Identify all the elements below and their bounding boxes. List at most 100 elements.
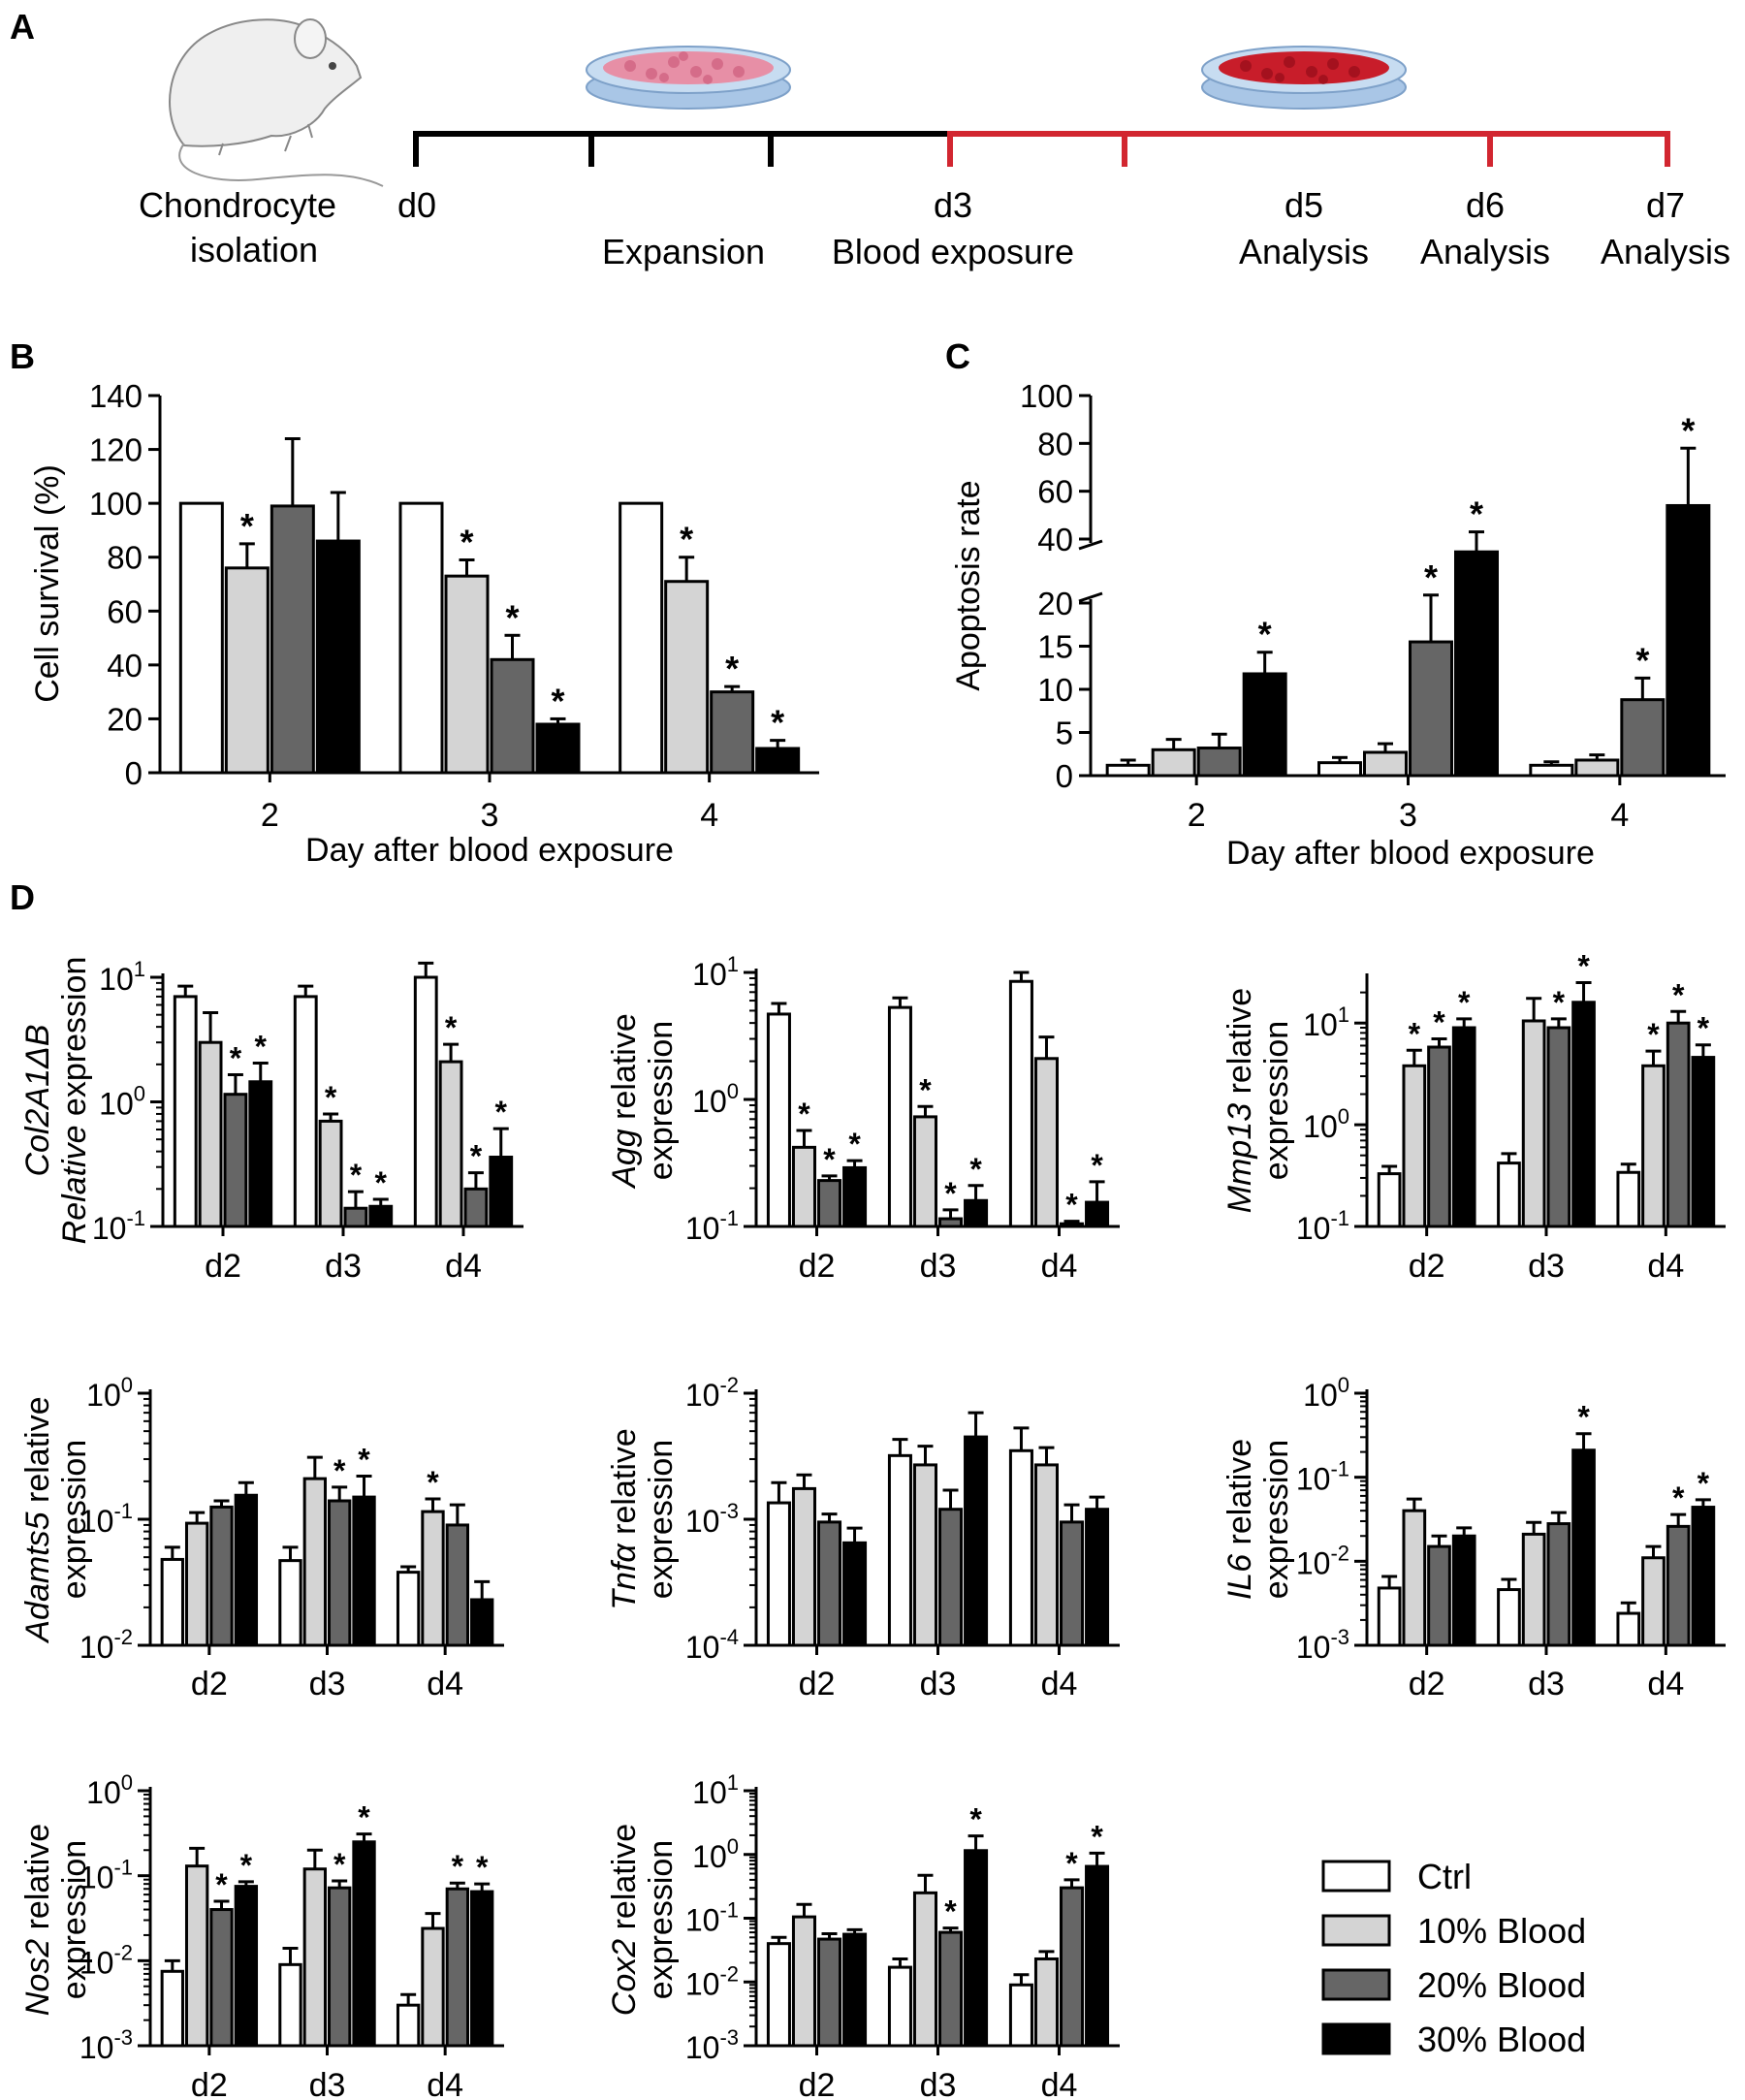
y-axis-title-line2-D3: expression <box>1258 1021 1295 1180</box>
y-axis-title-line1-D8: Cox2 relative <box>606 1824 643 2016</box>
x-tick-label-D5-d3: d3 <box>920 1666 957 1702</box>
x-tick-label-D7-d4: d4 <box>427 2067 463 2100</box>
bar-B-3-30 <box>535 722 581 775</box>
x-tick-label-B-2: 2 <box>261 797 279 834</box>
bar-D5-d3-ctrl <box>887 1453 912 1647</box>
x-tick-label-D6-d3: d3 <box>1528 1666 1565 1702</box>
y-tick-label-B-20: 20 <box>107 701 143 737</box>
bar-D5-d4-10 <box>1033 1463 1060 1647</box>
x-tick-label-D6-d2: d2 <box>1409 1666 1445 1702</box>
y-axis-title-line2-D1: Relative expression <box>56 957 93 1245</box>
bar-D3-d3-30 <box>1571 1001 1596 1228</box>
bar-B-3-20 <box>490 657 535 775</box>
significance-star-D1-d2-30: * <box>255 1029 268 1064</box>
y-tick-label-D3-0: 100 <box>1303 1104 1349 1144</box>
bar-D3-d3-20 <box>1546 1026 1571 1228</box>
y-tick-label-D3-1: 101 <box>1303 1002 1349 1042</box>
bar-D3-d3-10 <box>1521 1019 1546 1228</box>
y-tick-label-C-100: 100 <box>1020 378 1073 414</box>
significance-star-D7-d2-30: * <box>240 1848 253 1883</box>
timeline-isolation-line1: Chondrocyte <box>139 185 336 225</box>
bar-D7-d4-30 <box>470 1890 494 2048</box>
y-tick-label-D1-0: 100 <box>99 1082 145 1122</box>
significance-star-D2-d3-20: * <box>944 1176 957 1211</box>
significance-star-C-3-20: * <box>1424 557 1438 597</box>
bar-D8-d4-30 <box>1085 1864 1110 2048</box>
significance-star-D4-d3-30: * <box>358 1442 370 1477</box>
bar-C-3-10 <box>1363 750 1408 778</box>
bar-D1-d2-10 <box>198 1040 223 1228</box>
panel-letter-b: B <box>10 336 35 376</box>
bar-D4-d4-10 <box>421 1510 445 1647</box>
bar-D8-d3-ctrl <box>887 1965 912 2048</box>
significance-star-D3-d2-30: * <box>1458 985 1471 1020</box>
significance-star-D3-d3-30: * <box>1577 948 1590 983</box>
y-axis-title-D8: Cox2 relative expression <box>606 1824 680 2016</box>
y-tick-label-D4--2: 10-2 <box>79 1625 133 1665</box>
y-tick-label-B-100: 100 <box>89 486 143 522</box>
significance-star-B-4-20: * <box>725 649 739 688</box>
bar-C-3-ctrl <box>1317 761 1362 778</box>
bar-B-2-10 <box>224 566 270 775</box>
bar-D6-d3-10 <box>1521 1532 1546 1647</box>
bar-D1-d4-10 <box>438 1060 463 1228</box>
bar-D3-d2-30 <box>1451 1026 1476 1228</box>
bar-D3-d4-ctrl <box>1616 1170 1641 1228</box>
timeline-label-blood-exposure: Blood exposure <box>832 232 1074 271</box>
bar-D7-d3-30 <box>352 1840 376 2048</box>
bar-D4-d4-30 <box>470 1598 494 1647</box>
bar-D2-d2-10 <box>791 1145 816 1228</box>
bar-D1-d4-20 <box>463 1187 489 1228</box>
bar-D4-d3-ctrl <box>278 1559 302 1647</box>
bar-D5-d2-30 <box>842 1541 868 1647</box>
bar-D6-d4-ctrl <box>1616 1611 1641 1647</box>
bar-D7-d2-30 <box>234 1885 259 2048</box>
bar-D5-d2-10 <box>791 1486 816 1647</box>
bar-D1-d2-ctrl <box>173 995 198 1228</box>
significance-star-D4-d3-20: * <box>333 1453 346 1488</box>
y-axis-title-line1-D6: IL6 relative <box>1222 1439 1258 1600</box>
y-tick-label-D8--1: 10-1 <box>685 1898 739 1938</box>
x-tick-label-D1-d3: d3 <box>325 1248 362 1285</box>
timeline-isolation-line2: isolation <box>190 230 318 270</box>
bar-D5-d4-ctrl <box>1008 1448 1033 1647</box>
bar-D2-d4-ctrl <box>1008 979 1033 1228</box>
timeline <box>413 131 1670 167</box>
y-tick-label-D6--1: 10-1 <box>1296 1457 1349 1497</box>
bar-D1-d3-ctrl <box>293 995 318 1228</box>
bar-D3-d2-ctrl <box>1377 1172 1402 1228</box>
y-axis-title-D6: IL6 relative expression <box>1222 1439 1295 1600</box>
significance-star-B-4-10: * <box>680 520 693 559</box>
y-tick-label-D4-0: 100 <box>86 1373 133 1413</box>
bar-D3-d2-10 <box>1402 1064 1427 1228</box>
y-tick-label-D2-0: 100 <box>692 1079 739 1119</box>
axis-break-C-top <box>1078 539 1103 551</box>
y-tick-label-B-80: 80 <box>107 540 143 576</box>
bar-C-2-10 <box>1151 748 1196 778</box>
y-axis-title-B: Cell survival (%) <box>29 464 66 703</box>
y-tick-label-C-5: 5 <box>1056 716 1073 751</box>
bar-D6-d3-30 <box>1571 1448 1596 1647</box>
bar-B-4-ctrl <box>619 501 664 775</box>
bar-D5-d2-ctrl <box>766 1501 791 1647</box>
bar-D8-d3-10 <box>912 1891 937 2048</box>
legend-label-10: 10% Blood <box>1417 1911 1586 1951</box>
significance-star-D1-d3-10: * <box>325 1080 337 1115</box>
x-tick-label-D2-d3: d3 <box>920 1248 957 1285</box>
significance-star-D6-d4-30: * <box>1697 1466 1710 1501</box>
bar-D8-d2-30 <box>842 1932 868 2048</box>
timeline-day-d3: d3 <box>934 185 972 225</box>
bar-D5-d3-30 <box>964 1435 989 1647</box>
significance-star-D2-d4-30: * <box>1091 1148 1103 1183</box>
y-axis-title-D5: Tnfα relative expression <box>606 1428 680 1610</box>
y-tick-label-D8--3: 10-3 <box>685 2025 739 2065</box>
y-axis-title-line1-D3: Mmp13 relative <box>1222 988 1258 1213</box>
bar-D5-d3-20 <box>938 1508 964 1647</box>
y-tick-label-D8-0: 100 <box>692 1834 739 1874</box>
y-tick-label-D5--3: 10-3 <box>685 1499 739 1539</box>
significance-star-D3-d4-10: * <box>1647 1017 1660 1052</box>
significance-star-D7-d3-30: * <box>358 1800 370 1835</box>
significance-star-D1-d2-20: * <box>230 1041 242 1076</box>
y-tick-label-C-0: 0 <box>1056 758 1073 794</box>
